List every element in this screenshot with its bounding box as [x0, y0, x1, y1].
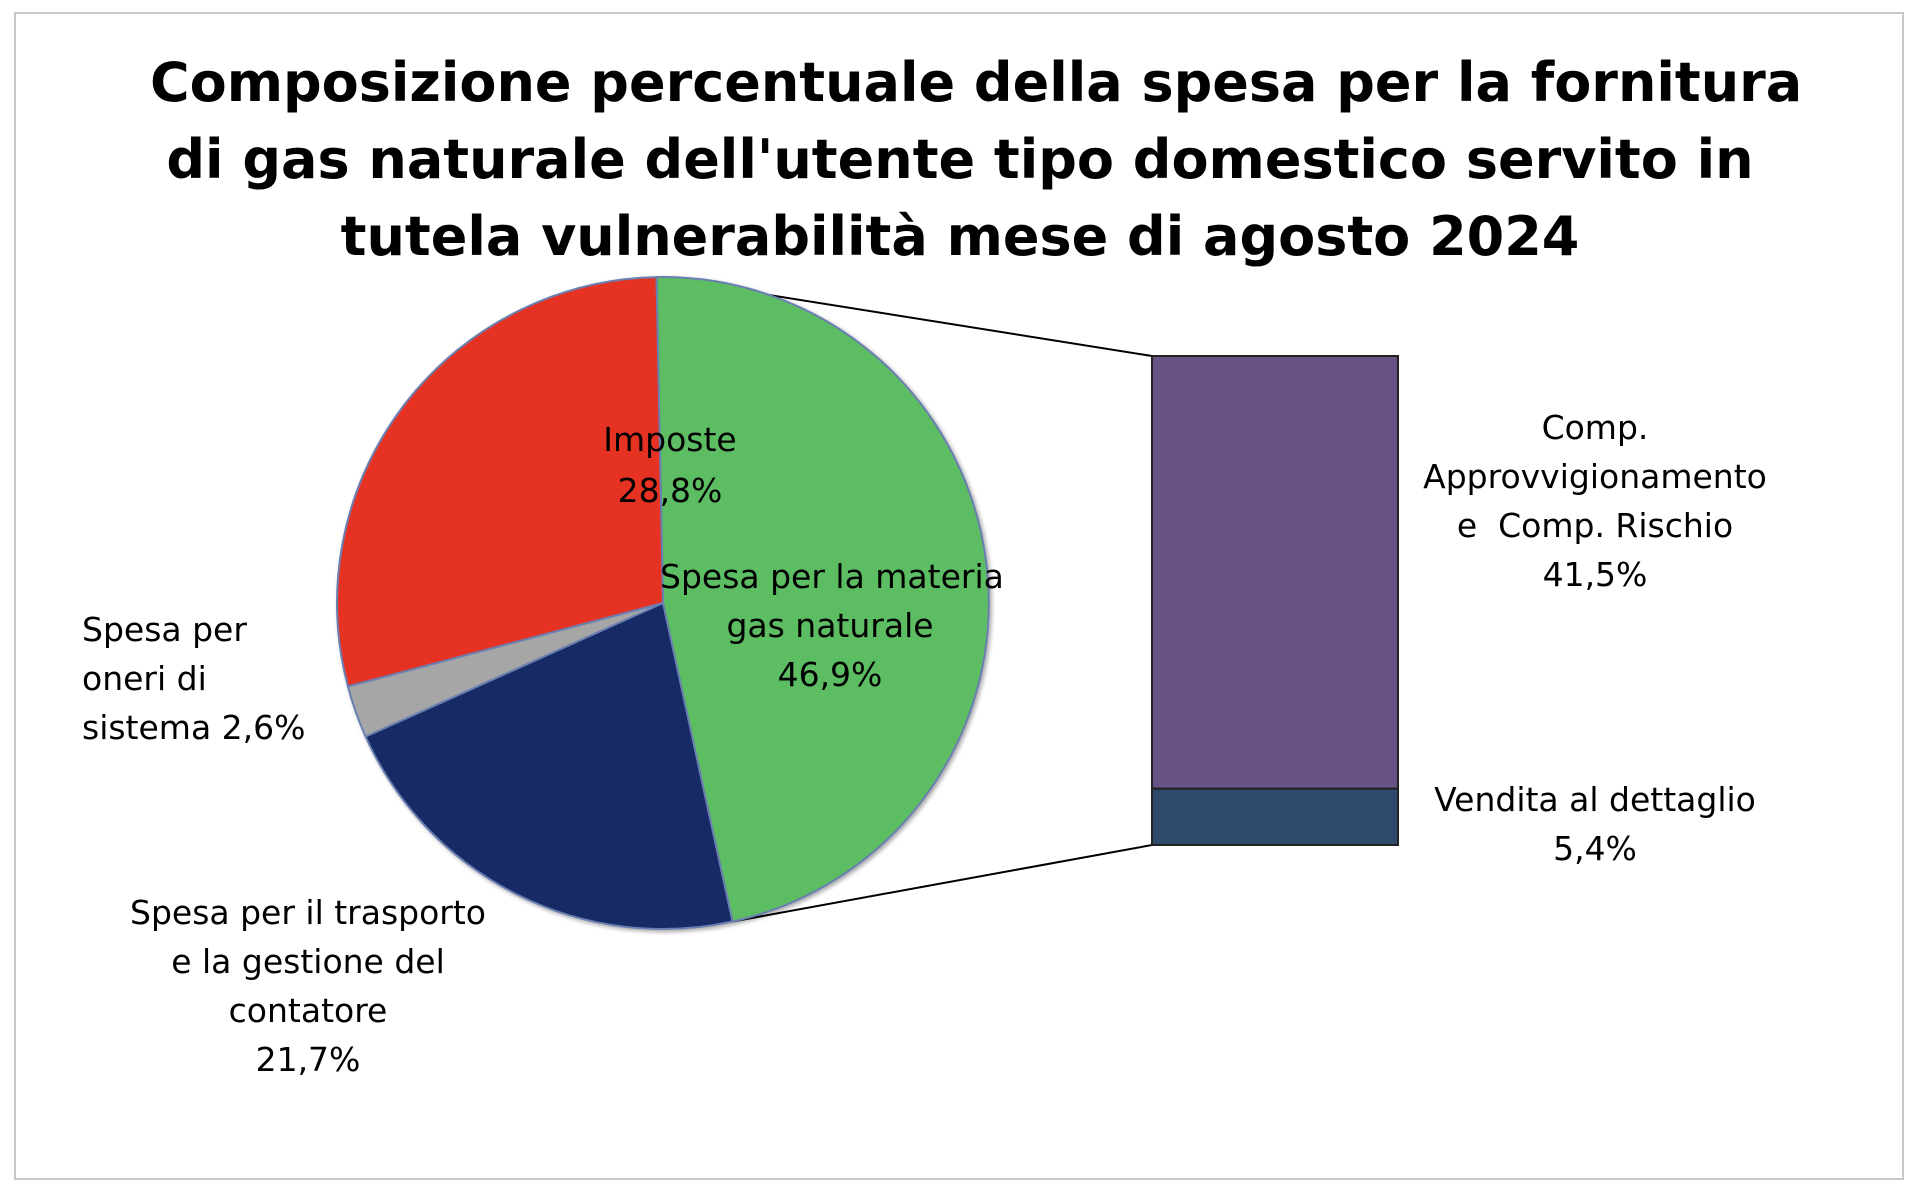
label-vendita-line-1: Vendita al dettaglio: [1434, 780, 1756, 819]
label-oneri-line-3: sistema 2,6%: [82, 708, 306, 747]
chart-title-line-3: tutela vulnerabilità mese di agosto 2024: [340, 205, 1580, 268]
label-approvvigionamento-line-1: Comp.: [1541, 408, 1649, 447]
label-trasporto-value: 21,7%: [255, 1040, 361, 1079]
chart-title-line-2: di gas naturale dell'utente tipo domesti…: [166, 128, 1754, 191]
pie-slice-0: [655, 276, 990, 923]
stacked-bar: [1151, 355, 1399, 847]
label-oneri-line-1: Spesa per: [82, 610, 247, 649]
label-trasporto-line-1: Spesa per il trasporto: [130, 893, 486, 932]
label-imposte-name: Imposte: [603, 420, 737, 459]
label-approvvigionamento-line-3: e Comp. Rischio: [1456, 506, 1734, 545]
label-approvvigionamento-line-2: Approvvigionamento: [1423, 457, 1767, 496]
label-trasporto: Spesa per il trasporto e la gestione del…: [118, 888, 498, 1084]
bar-segment-1: [1151, 787, 1399, 847]
pie-slice-3: [336, 276, 665, 688]
label-approvvigionamento-value: 41,5%: [1542, 555, 1648, 594]
chart-title-line-1: Composizione percentuale della spesa per…: [150, 51, 1803, 114]
chart-title: Composizione percentuale della spesa per…: [150, 44, 1803, 275]
label-imposte: Imposte 28,8%: [560, 415, 780, 515]
label-materia-line-1: Spesa per la materia: [660, 557, 1004, 596]
label-materia-line-2: gas naturale: [726, 606, 934, 645]
label-trasporto-line-3: contatore: [228, 991, 388, 1030]
label-imposte-value: 28,8%: [617, 471, 723, 510]
label-vendita: Vendita al dettaglio 5,4%: [1410, 775, 1780, 873]
label-trasporto-line-2: e la gestione del: [171, 942, 445, 981]
pie: [336, 276, 990, 930]
label-approvvigionamento: Comp. Approvvigionamento e Comp. Rischio…: [1410, 403, 1780, 599]
label-materia: Spesa per la materia gas naturale 46,9%: [660, 552, 1004, 699]
label-oneri: Spesa per oneri di sistema 2,6%: [82, 605, 342, 752]
bar-segment-0: [1151, 355, 1399, 790]
label-materia-value: 46,9%: [777, 655, 883, 694]
label-vendita-value: 5,4%: [1553, 829, 1637, 868]
connector-line-1: [732, 844, 1153, 923]
pie-slice-1: [364, 601, 734, 930]
label-oneri-line-2: oneri di: [82, 659, 207, 698]
